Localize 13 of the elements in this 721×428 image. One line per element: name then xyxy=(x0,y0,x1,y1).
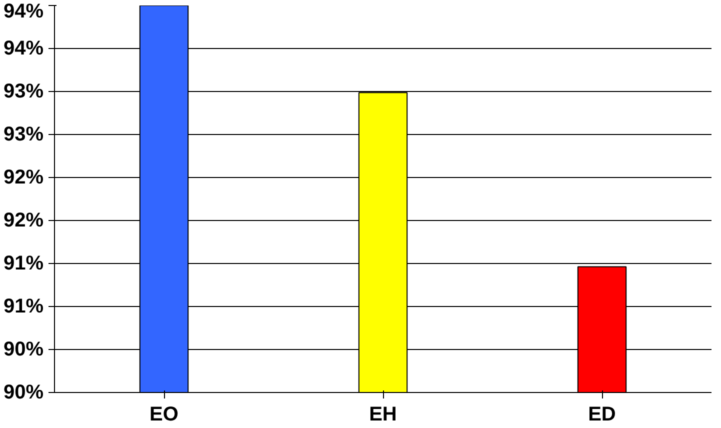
y-tick-label: 90% xyxy=(3,338,44,361)
y-tick-label: 90% xyxy=(3,382,44,404)
y-tick-label: 94% xyxy=(3,37,44,60)
y-tick-label: 92% xyxy=(3,166,44,189)
y-tick-label: 93% xyxy=(3,80,44,103)
y-tick-label: 91% xyxy=(3,252,44,275)
y-tick-label: 91% xyxy=(3,295,44,318)
x-tick-label: EO xyxy=(150,404,178,426)
y-tick-label: 94% xyxy=(3,0,44,22)
y-tick-label: 93% xyxy=(3,123,44,146)
x-tick-label: ED xyxy=(588,404,616,426)
y-tick-label: 92% xyxy=(3,209,44,232)
x-tick-label: EH xyxy=(369,404,397,426)
